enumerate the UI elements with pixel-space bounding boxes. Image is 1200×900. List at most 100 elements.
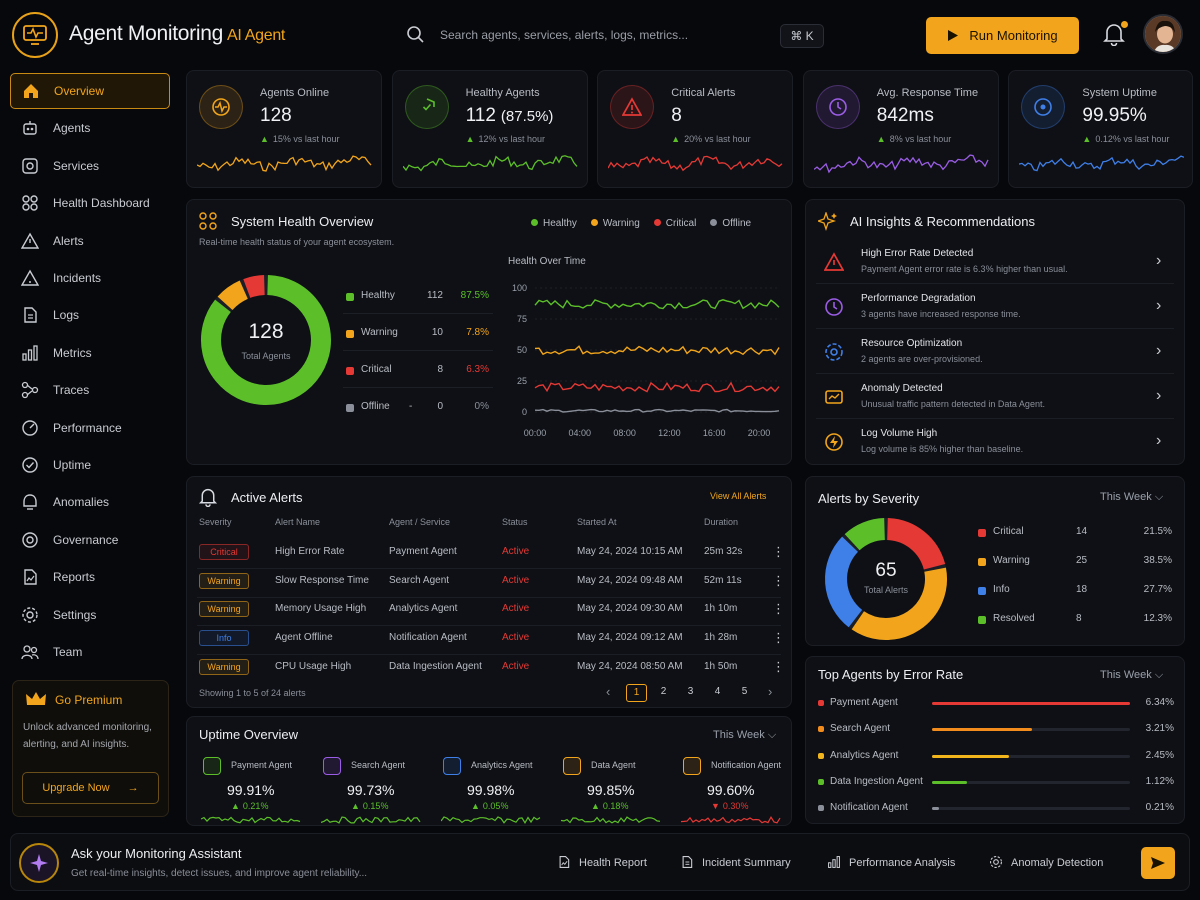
health-row-label: Critical [361,364,392,375]
more-options-icon[interactable]: ⋮ [772,572,785,588]
insight-desc: Payment Agent error rate is 6.3% higher … [861,264,1068,274]
severity-period-select[interactable]: This Week ⌵ [1100,491,1163,504]
stat-change-text: 12% vs last hour [478,134,546,144]
uptime-period-select[interactable]: This Week ⌵ [713,729,776,742]
page-4-button[interactable]: 4 [714,686,721,697]
sidebar-item-agents[interactable]: Agents [10,110,170,146]
uptime-agent-label: Analytics Agent [471,760,533,770]
sidebar-item-traces[interactable]: Traces [10,372,170,408]
uptime-item[interactable]: Data Agent 99.85% ▲ 0.18% [559,753,669,827]
table-row[interactable]: Critical High Error Rate Payment Agent Acti… [187,543,791,569]
uptime-change-text: 0.15% [362,801,389,811]
uptime-item[interactable]: Search Agent 99.73% ▲ 0.15% [319,753,429,827]
uptime-icon [1021,85,1066,129]
insight-item[interactable]: Performance Degradation 3 agents have inc… [816,287,1174,329]
page-2-button[interactable]: 2 [660,686,667,697]
insight-item[interactable]: Resource Optimization 2 agents are over-p… [816,332,1174,374]
table-row[interactable]: Warning Slow Response Time Search Agent Act… [187,572,791,598]
sidebar-item-anomalies[interactable]: Anomalies [10,484,170,520]
table-row[interactable]: Info Agent Offline Notification Agent Activ… [187,629,791,656]
table-row[interactable]: Warning CPU Usage High Data Ingestion Agen… [187,658,791,684]
search-bar[interactable]: Search agents, services, alerts, logs, m… [404,20,824,52]
uptime-title: Uptime Overview [199,727,298,742]
page-3-button[interactable]: 3 [687,686,694,697]
uptime-value: 99.73% [347,782,395,798]
error-rate-bar [932,702,1130,705]
more-options-icon[interactable]: ⋮ [772,601,785,617]
prev-page-icon[interactable]: ‹ [606,684,611,699]
more-options-icon[interactable]: ⋮ [772,658,785,674]
user-avatar[interactable] [1143,14,1183,54]
alert-duration: 1h 50m [704,660,738,672]
assistant-sparkle-icon [19,843,59,883]
table-row[interactable]: Warning Memory Usage High Analytics Agent A… [187,600,791,627]
upgrade-now-button[interactable]: Upgrade Now → [22,772,159,804]
sidebar-item-metrics[interactable]: Metrics [10,335,170,371]
notification-bell-icon[interactable] [1103,22,1125,51]
error-rate-bar [932,807,939,811]
sidebar-item-health-dashboard[interactable]: Health Dashboard [10,185,170,221]
warning-slice [851,567,947,640]
stat-card-system-uptime[interactable]: System Uptime 99.95% ▲ 0.12% vs last hour [1008,70,1194,188]
sidebar-item-label: Team [53,645,83,659]
stat-value-extra: (87.5%) [500,108,554,125]
chip-performance-analysis[interactable]: Performance Analysis [827,853,955,873]
more-options-icon[interactable]: ⋮ [772,544,785,559]
stat-change: ▲ 0.12% vs last hour [1082,134,1169,144]
arrow-up-icon: ▲ [351,801,360,811]
sidebar-item-overview[interactable]: Overview [10,73,170,109]
traces-icon [20,381,40,399]
stat-value: 842ms [877,105,934,127]
sidebar-item-performance[interactable]: Performance [10,410,170,446]
sidebar-item-team[interactable]: Team [10,634,170,670]
insight-item[interactable]: High Error Rate Detected Payment Agent er… [816,242,1174,284]
top-agents-period-select[interactable]: This Week ⌵ [1100,669,1163,682]
uptime-sparkline [201,816,301,824]
uptime-item[interactable]: Notification Agent 99.60% ▼ 0.30% [679,753,789,827]
stat-card-critical-alerts[interactable]: Critical Alerts 8 ▲ 20% vs last hour [597,70,794,188]
alert-status: Active [502,632,530,644]
uptime-item[interactable]: Analytics Agent 99.98% ▲ 0.05% [439,753,549,827]
sidebar-item-reports[interactable]: Reports [10,559,170,595]
top-agent-pct: 2.45% [1145,749,1174,761]
sidebar-item-logs[interactable]: Logs [10,297,170,333]
sidebar-item-uptime[interactable]: Uptime [10,447,170,483]
top-agent-label: Notification Agent [830,802,908,814]
arrow-up-icon: ▲ [260,134,269,144]
view-all-alerts-link[interactable]: View All Alerts [710,491,767,501]
sidebar-item-incidents[interactable]: Incidents [10,260,170,296]
insights-title: AI Insights & Recommendations [850,214,1035,229]
sidebar-item-settings[interactable]: Settings [10,597,170,633]
sidebar-item-services[interactable]: Services [10,148,170,184]
info-slice [825,536,863,628]
uptime-value: 99.60% [707,782,755,798]
arrow-down-icon: ▼ [711,801,720,811]
chip-incident-summary[interactable]: Incident Summary [680,853,791,873]
chip-anomaly-detection[interactable]: Anomaly Detection [989,853,1103,873]
sidebar-item-alerts[interactable]: Alerts [10,223,170,259]
alert-name: Slow Response Time [275,574,369,586]
next-page-icon[interactable]: › [768,684,773,699]
insight-item[interactable]: Anomaly Detected Unusual traffic pattern … [816,377,1174,419]
severity-total-label: Total Alerts [863,585,909,595]
send-button[interactable] [1141,847,1175,879]
alert-started: May 24, 2024 09:12 AM [577,632,683,644]
sidebar-item-label: Health Dashboard [53,196,150,211]
severity-title: Alerts by Severity [818,491,920,506]
search-input[interactable]: Search agents, services, alerts, logs, m… [440,28,689,42]
page-5-button[interactable]: 5 [741,686,748,697]
more-options-icon[interactable]: ⋮ [772,630,785,646]
uptime-period-label: This Week [713,729,765,741]
stat-card-avg-response-time[interactable]: Avg. Response Time 842ms ▲ 8% vs last hour [802,70,999,188]
stat-card-healthy-agents[interactable]: Healthy Agents 112 (87.5%) ▲ 12% vs last hou… [391,70,588,188]
stat-card-agents-online[interactable]: Agents Online 128 ▲ 15% vs last hour [186,70,382,188]
chip-health-report[interactable]: Health Report [557,853,647,873]
sidebar-item-governance[interactable]: Governance [10,522,170,558]
column-header: Severity [199,517,232,527]
page-1-button[interactable]: 1 [626,684,647,702]
run-monitoring-button[interactable]: Run Monitoring [926,17,1079,54]
severity-badge: Warning [199,658,249,675]
uptime-item[interactable]: Payment Agent 99.91% ▲ 0.21% [199,753,309,827]
insight-item[interactable]: Log Volume High Log volume is 85% higher … [816,422,1174,464]
alert-started: May 24, 2024 09:30 AM [577,603,683,615]
